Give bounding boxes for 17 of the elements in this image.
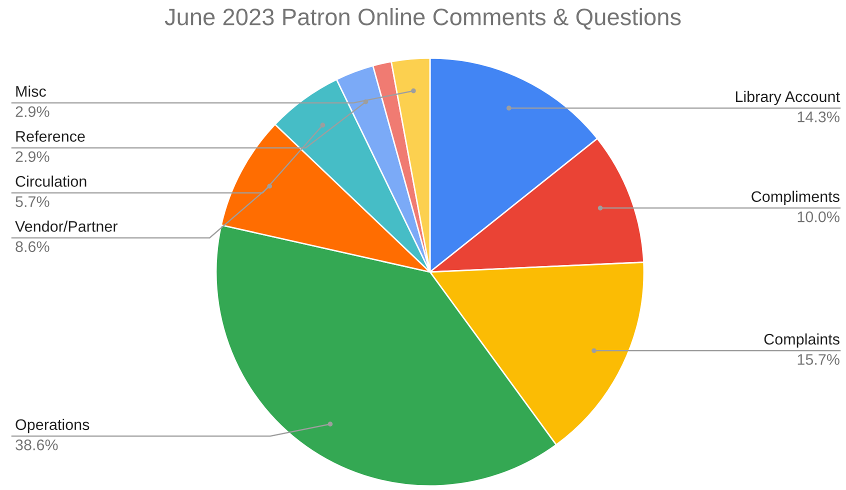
data-label: 8.6% (16, 241, 50, 252)
chart-title: June 2023 Patron Online Comments & Questions (164, 8, 681, 30)
data-label: 10.0% (798, 211, 840, 222)
slice-label: Operations (16, 418, 90, 434)
slice-label: Library Account (736, 90, 840, 106)
data-label: 14.3% (798, 112, 840, 122)
slice-label: Misc (16, 86, 46, 97)
data-label: 2.9% (16, 151, 50, 162)
slice-label: Complaints (764, 333, 840, 348)
slice-label: Reference (16, 130, 85, 142)
data-label: 2.9% (16, 106, 50, 118)
data-label: 15.7% (798, 354, 840, 365)
data-label: 5.7% (16, 196, 50, 208)
slice-label: Circulation (16, 176, 86, 187)
data-label: 38.6% (16, 439, 58, 450)
slice-label: Vendor/Partner (15, 220, 118, 232)
slice-label: Compliments (752, 190, 840, 206)
